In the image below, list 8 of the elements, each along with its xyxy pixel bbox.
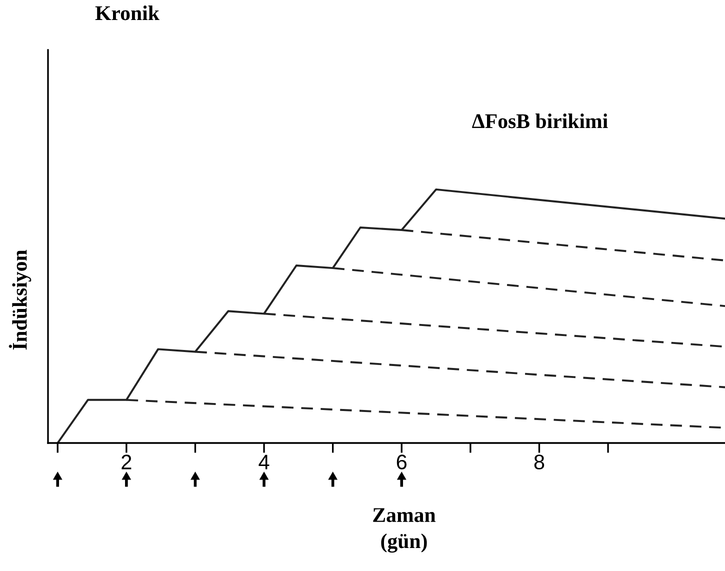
chart-title: Kronik bbox=[95, 6, 160, 20]
text: ΔFosB birikimi bbox=[472, 114, 608, 128]
x-tick-label: 2 bbox=[122, 454, 132, 470]
x-axis-title: Zaman (gün) bbox=[373, 508, 436, 553]
x-tick-label: 4 bbox=[258, 454, 270, 470]
x-tick-label: 6 bbox=[396, 454, 407, 470]
x-tick-label: 8 bbox=[534, 454, 544, 470]
y-axis-title: İndüksiyon bbox=[8, 250, 32, 350]
